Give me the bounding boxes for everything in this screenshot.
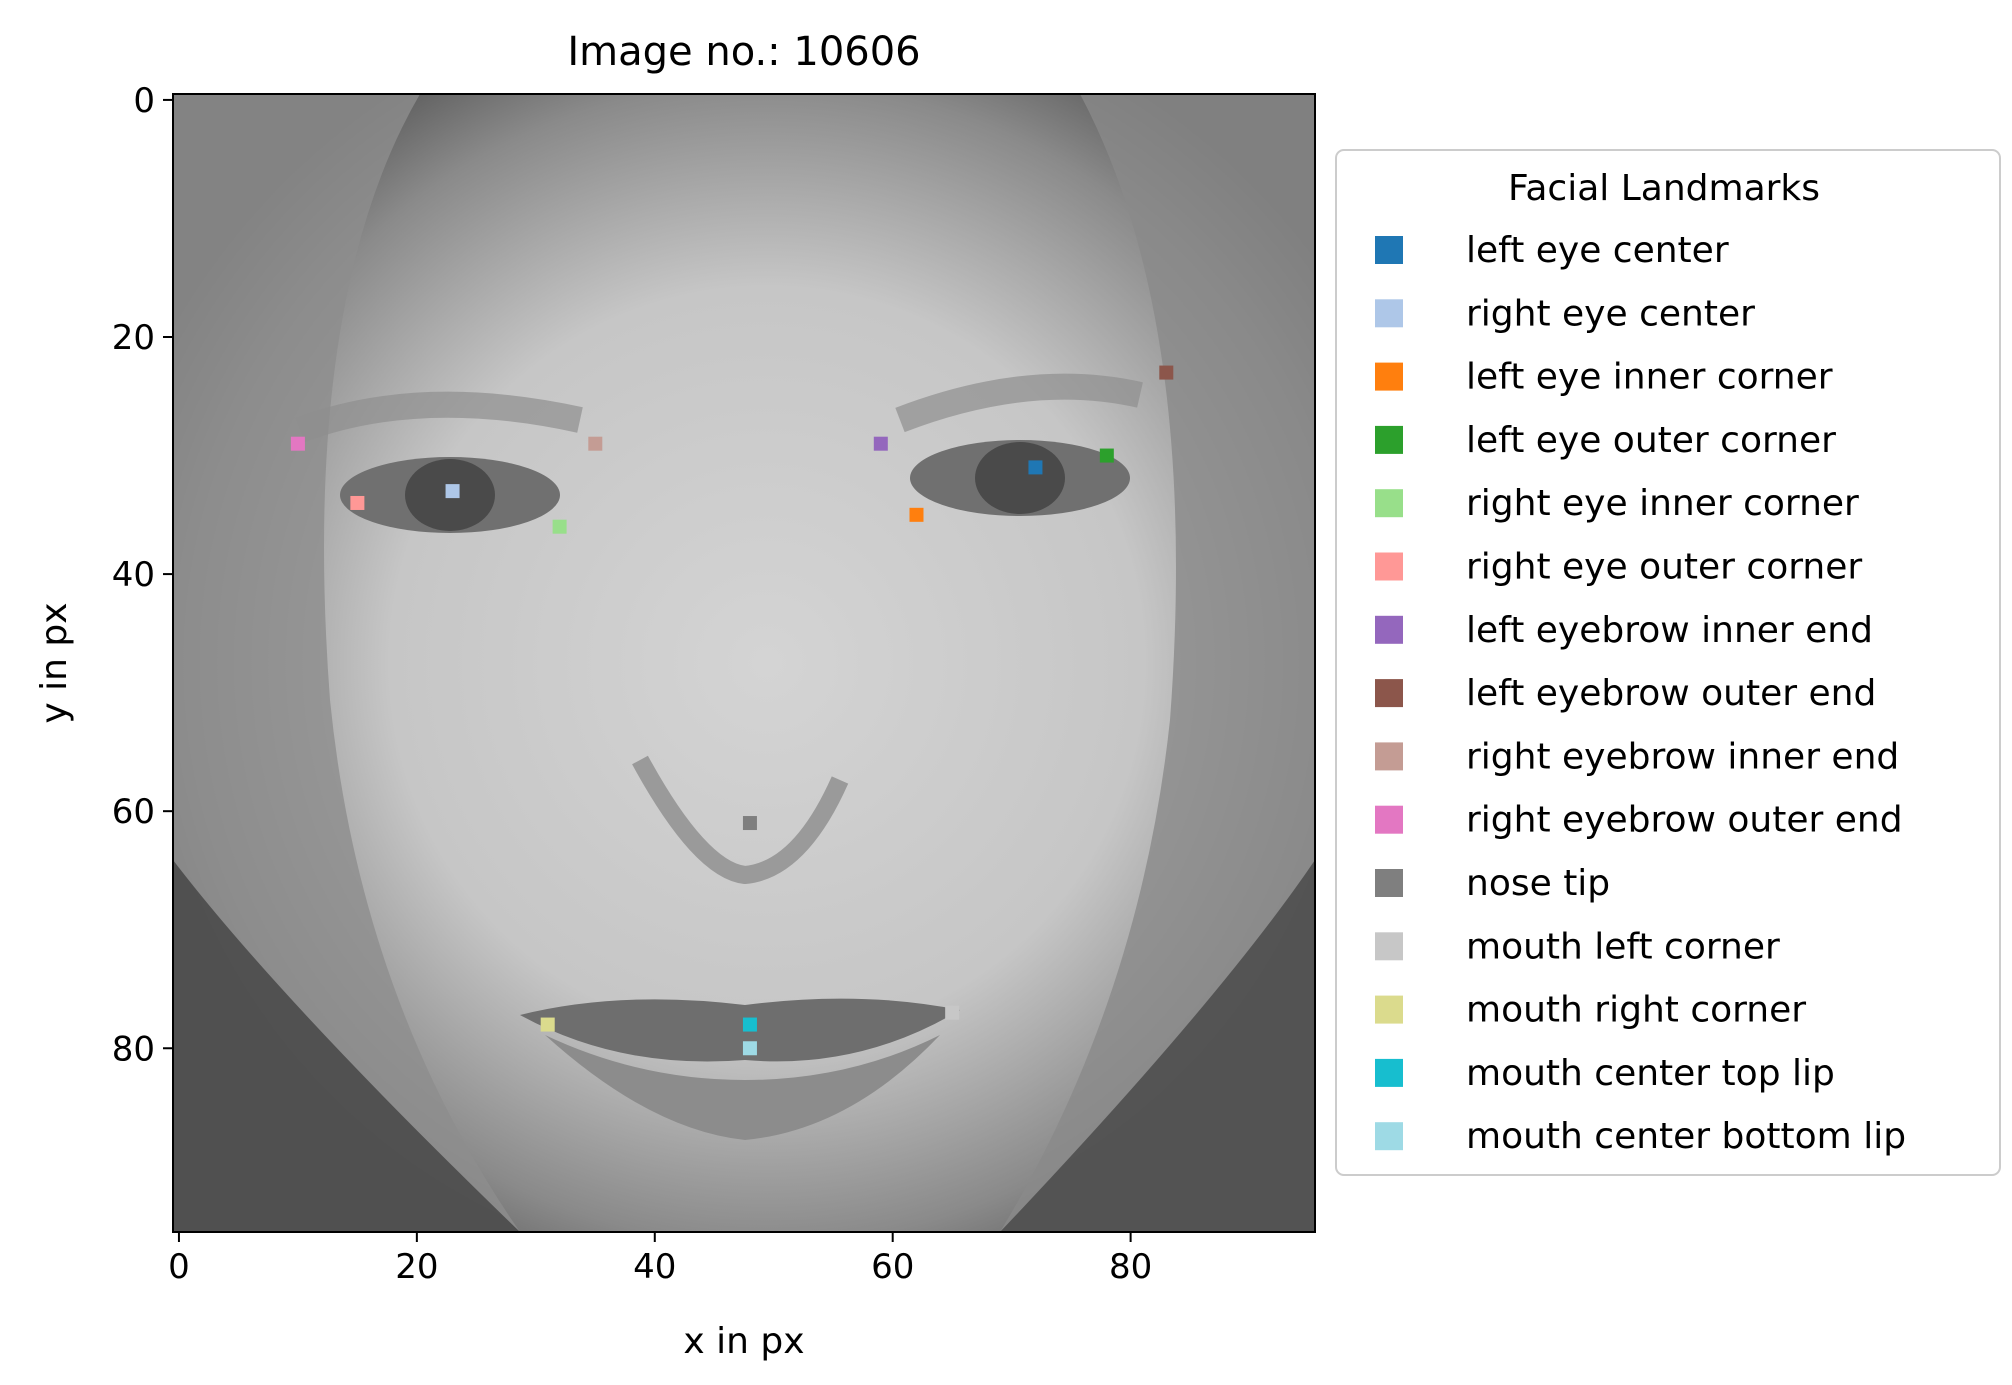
legend-label-6: left eyebrow inner end bbox=[1466, 610, 1873, 651]
legend-label-11: mouth left corner bbox=[1466, 926, 1780, 967]
legend-swatch-0 bbox=[1375, 236, 1403, 264]
legend-label-3: left eye outer corner bbox=[1466, 420, 1836, 461]
legend-swatch-10 bbox=[1375, 869, 1403, 897]
legend-label-12: mouth right corner bbox=[1466, 990, 1806, 1031]
legend-swatch-13 bbox=[1375, 1058, 1403, 1087]
x-tick-label-2: 40 bbox=[633, 1247, 676, 1287]
landmark-point-11 bbox=[945, 1005, 960, 1020]
legend-label-9: right eyebrow outer end bbox=[1466, 800, 1903, 841]
plot-frame bbox=[172, 93, 1316, 1233]
landmark-point-0 bbox=[1028, 460, 1043, 475]
y-tick-label-0: 0 bbox=[133, 81, 155, 121]
legend-label-13: mouth center top lip bbox=[1466, 1053, 1835, 1094]
legend-swatch-6 bbox=[1375, 615, 1403, 644]
landmark-point-10 bbox=[742, 816, 757, 831]
y-tick-label-3: 60 bbox=[112, 792, 155, 832]
legend-swatch-1 bbox=[1375, 299, 1403, 328]
legend-label-5: right eye outer corner bbox=[1466, 547, 1862, 588]
landmark-point-6 bbox=[873, 436, 888, 451]
x-tick-label-1: 20 bbox=[395, 1247, 438, 1287]
x-axis-label: x in px bbox=[683, 1321, 804, 1362]
legend-label-0: left eye center bbox=[1466, 230, 1729, 271]
x-tick-label-3: 60 bbox=[871, 1247, 914, 1287]
landmark-point-13 bbox=[742, 1017, 757, 1032]
legend-label-8: right eyebrow inner end bbox=[1466, 736, 1899, 777]
landmark-point-8 bbox=[588, 436, 603, 451]
legend-title: Facial Landmarks bbox=[1508, 168, 1820, 209]
landmark-point-1 bbox=[445, 484, 460, 499]
legend-swatch-11 bbox=[1375, 932, 1403, 961]
y-axis-label: y in px bbox=[34, 602, 75, 723]
legend-swatch-8 bbox=[1375, 742, 1403, 771]
legend-label-4: right eye inner corner bbox=[1466, 483, 1859, 524]
legend-swatch-7 bbox=[1375, 679, 1403, 708]
landmark-point-12 bbox=[540, 1017, 555, 1032]
landmark-point-9 bbox=[290, 436, 305, 451]
face-image bbox=[173, 94, 1315, 1232]
landmark-markers bbox=[290, 365, 1174, 1056]
legend-swatch-9 bbox=[1375, 805, 1403, 834]
legend-swatch-2 bbox=[1375, 362, 1403, 391]
landmark-point-3 bbox=[1099, 448, 1114, 463]
landmark-point-7 bbox=[1159, 365, 1174, 380]
legend-swatch-3 bbox=[1375, 425, 1403, 454]
legend-label-14: mouth center bottom lip bbox=[1466, 1116, 1906, 1157]
legend-swatch-12 bbox=[1375, 995, 1403, 1024]
legend-box bbox=[1335, 149, 2001, 1176]
landmark-point-5 bbox=[350, 495, 365, 510]
legend-label-2: left eye inner corner bbox=[1466, 357, 1833, 398]
legend-swatch-4 bbox=[1375, 489, 1403, 518]
y-axis-ticks: 0 20 40 60 80 bbox=[112, 81, 173, 1069]
landmark-point-2 bbox=[909, 507, 924, 522]
y-tick-label-4: 80 bbox=[112, 1029, 155, 1069]
legend-label-1: right eye center bbox=[1466, 293, 1755, 334]
chart-title: Image no.: 10606 bbox=[567, 29, 920, 75]
landmark-point-4 bbox=[552, 519, 567, 534]
x-tick-label-4: 80 bbox=[1109, 1247, 1152, 1287]
y-tick-label-1: 20 bbox=[112, 318, 155, 358]
y-tick-label-2: 40 bbox=[112, 555, 155, 595]
legend-items: left eye center right eye center left eye … bbox=[1375, 230, 1906, 1157]
legend-swatch-14 bbox=[1375, 1122, 1403, 1151]
x-axis-ticks: 0 20 40 60 80 bbox=[168, 1232, 1152, 1287]
legend-label-10: nose tip bbox=[1466, 863, 1610, 904]
legend-label-7: left eyebrow outer end bbox=[1466, 673, 1876, 714]
x-tick-label-0: 0 bbox=[168, 1247, 190, 1287]
legend-swatch-5 bbox=[1375, 552, 1403, 581]
legend: Facial Landmarks left eye center right ey… bbox=[1335, 149, 2001, 1176]
landmark-point-14 bbox=[742, 1041, 757, 1056]
